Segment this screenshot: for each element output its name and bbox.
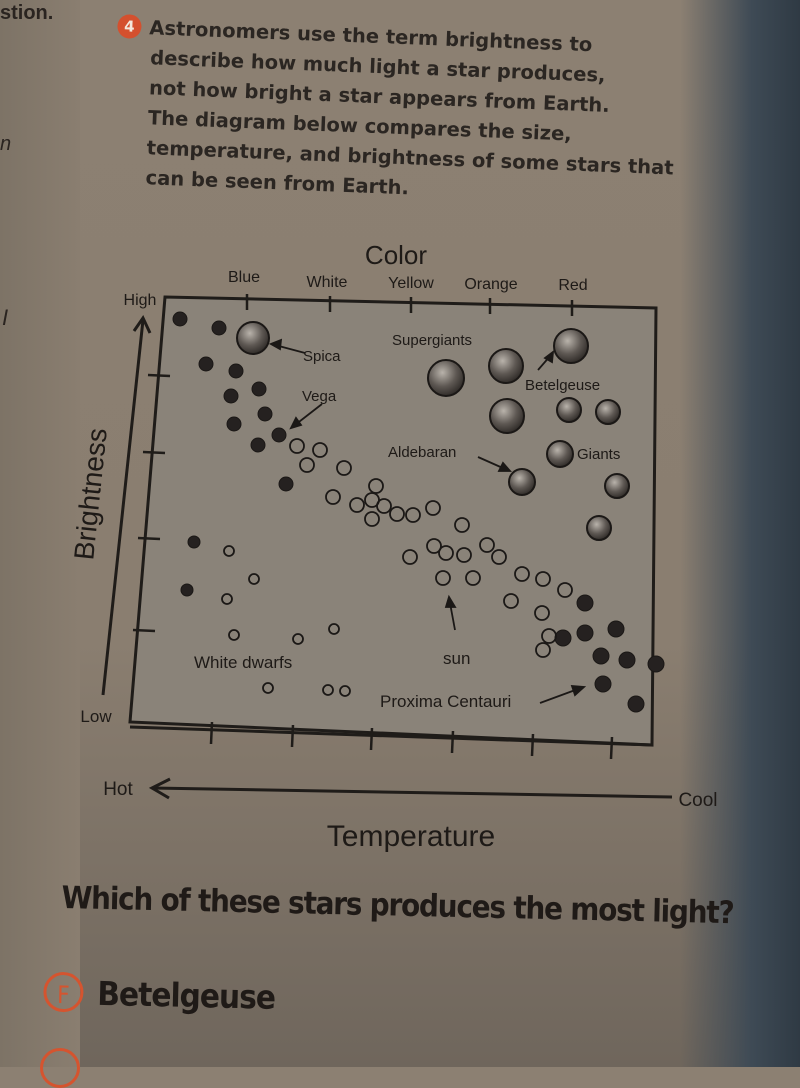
temperature-axis-arrow [148,777,673,800]
hr-diagram: Color Blue White Yellow Orange Red High … [68,240,717,853]
brightness-ticks [132,373,171,633]
brightness-high-label: High [124,292,157,309]
color-axis-title: Color [365,240,427,270]
star-aldebaran [508,468,536,496]
star-supergiant [427,359,465,397]
star-sun [435,570,451,586]
star-giant [556,397,582,423]
color-label-yellow: Yellow [388,275,434,292]
brightness-axis-title: Brightness [68,427,113,562]
star-vega [271,427,287,443]
large-stars [236,321,630,541]
prev-question-fragment: stion. [0,2,54,24]
star-spica [236,321,270,355]
star-supergiant [488,348,524,384]
label-white-dwarfs: White dwarfs [194,653,292,672]
star-betelgeuse [553,328,589,364]
temperature-axis-line [129,725,653,747]
open-stars [221,438,573,697]
text-fragment-i: I [2,305,9,330]
star-giant [595,399,621,425]
text-fragment-n: n [0,133,12,155]
star-giant [586,515,612,541]
label-supergiants: Supergiants [392,332,472,349]
label-arrows [268,338,587,704]
answer-bubble-f[interactable]: F [43,971,84,1013]
book-edge [680,0,800,1067]
answer-bubble-next[interactable] [40,1048,80,1088]
color-label-blue: Blue [228,269,260,286]
star-giant [546,440,574,468]
answer-option-f[interactable]: F Betelgeuse [43,971,276,1017]
label-betelgeuse: Betelgeuse [525,377,600,394]
answer-text-f: Betelgeuse [97,973,276,1017]
color-ticks [245,294,574,316]
label-sun: sun [443,649,470,668]
question-block: Which of these stars produces the most l… [43,880,782,1016]
label-proxima-centauri: Proxima Centauri [380,692,511,711]
label-spica: Spica [303,348,341,365]
temperature-hot-label: Hot [103,779,133,800]
star-supergiant [489,398,525,434]
color-label-red: Red [558,277,587,294]
brightness-low-label: Low [80,707,112,726]
brightness-axis-arrow [101,314,152,696]
color-label-white: White [307,274,348,291]
page-shadow-left [0,0,80,1067]
label-aldebaran: Aldebaran [388,444,456,461]
dark-stars [172,311,665,713]
temperature-cool-label: Cool [678,790,717,811]
temperature-axis-title: Temperature [327,820,495,853]
label-vega: Vega [302,388,337,405]
question-text: Which of these stars produces the most l… [61,880,734,932]
star-giant [604,473,630,499]
label-giants: Giants [577,446,620,463]
temperature-ticks [209,721,614,760]
color-label-orange: Orange [464,276,517,293]
